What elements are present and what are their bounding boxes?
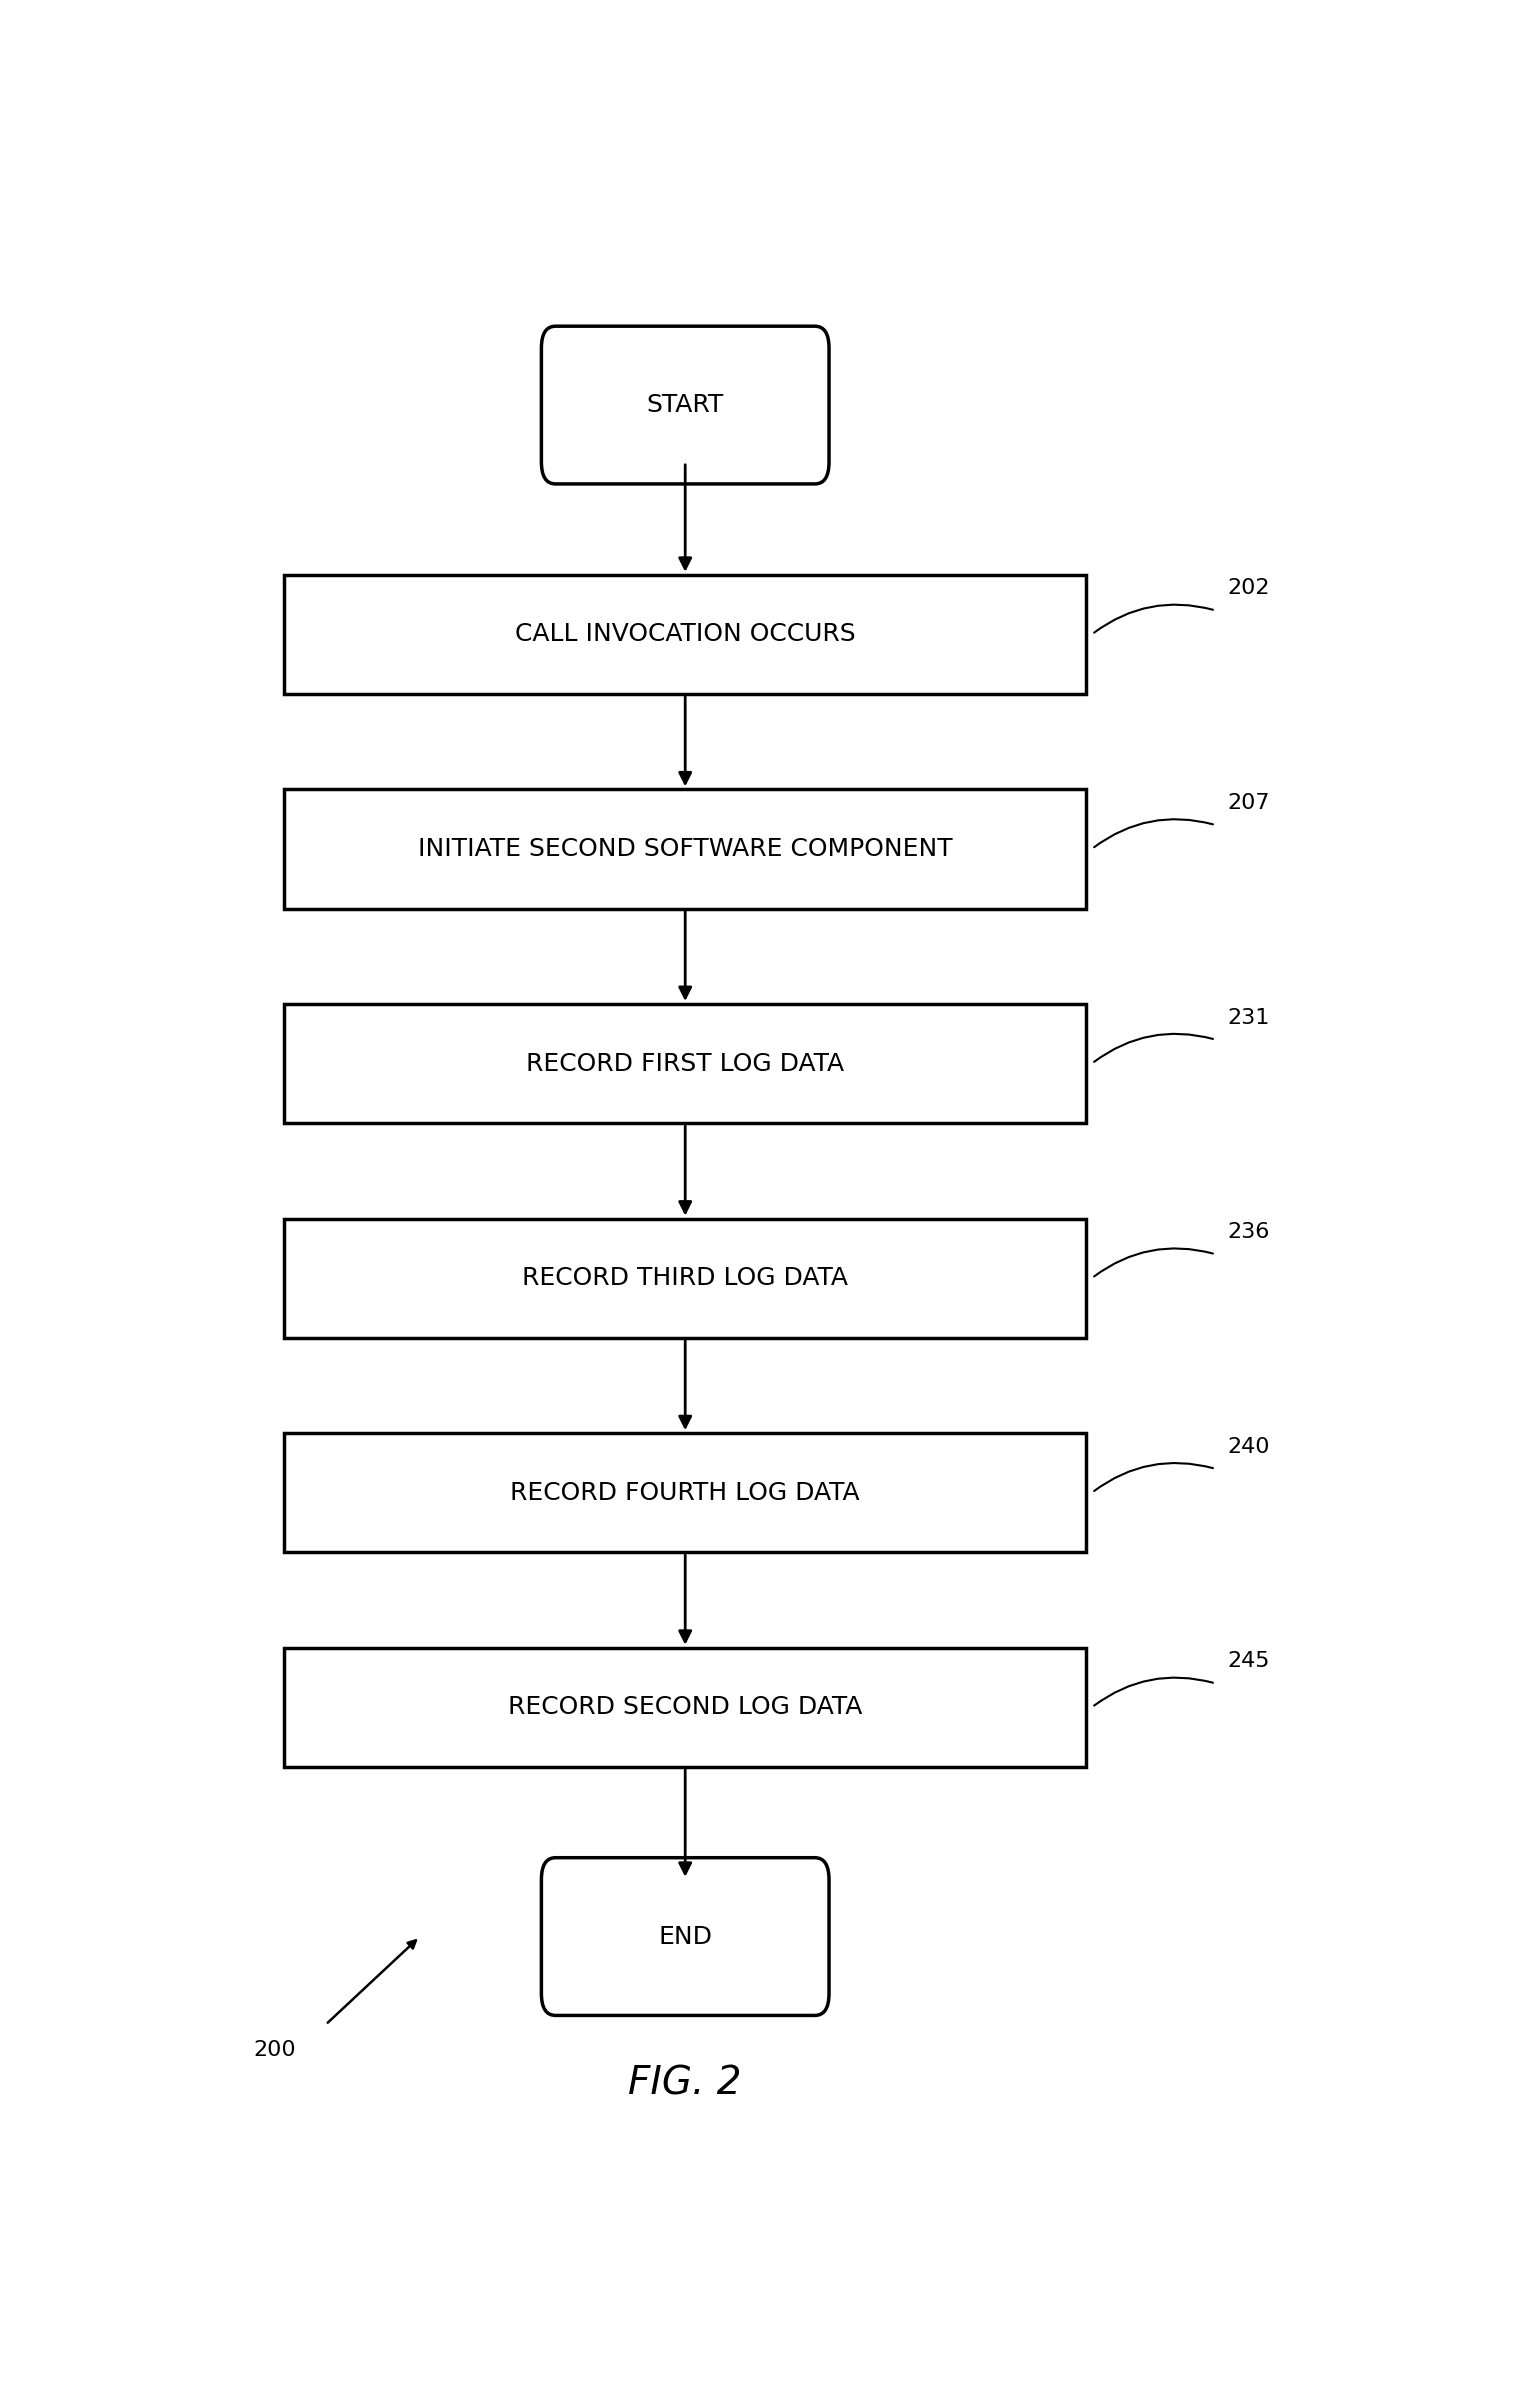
Text: 202: 202 — [1227, 579, 1270, 598]
Text: 231: 231 — [1227, 1008, 1270, 1027]
Text: 207: 207 — [1227, 793, 1270, 812]
Bar — [284, 1003, 1086, 1124]
Text: RECORD FOURTH LOG DATA: RECORD FOURTH LOG DATA — [511, 1482, 859, 1505]
Text: 200: 200 — [254, 2041, 297, 2060]
Text: START: START — [646, 393, 724, 417]
Text: 236: 236 — [1227, 1222, 1270, 1243]
Bar — [284, 788, 1086, 908]
Bar — [284, 1434, 1086, 1553]
Text: 245: 245 — [1227, 1651, 1270, 1672]
Text: FIG. 2: FIG. 2 — [628, 2065, 742, 2103]
Text: 240: 240 — [1227, 1436, 1270, 1458]
FancyBboxPatch shape — [541, 1858, 829, 2015]
Text: INITIATE SECOND SOFTWARE COMPONENT: INITIATE SECOND SOFTWARE COMPONENT — [418, 836, 952, 860]
Bar — [284, 574, 1086, 693]
Text: CALL INVOCATION OCCURS: CALL INVOCATION OCCURS — [516, 622, 855, 646]
Text: RECORD FIRST LOG DATA: RECORD FIRST LOG DATA — [526, 1050, 844, 1077]
Text: RECORD THIRD LOG DATA: RECORD THIRD LOG DATA — [522, 1267, 849, 1291]
Bar — [284, 1220, 1086, 1339]
FancyBboxPatch shape — [541, 326, 829, 484]
Bar — [284, 1648, 1086, 1767]
Text: END: END — [659, 1925, 712, 1948]
Text: RECORD SECOND LOG DATA: RECORD SECOND LOG DATA — [508, 1696, 862, 1720]
